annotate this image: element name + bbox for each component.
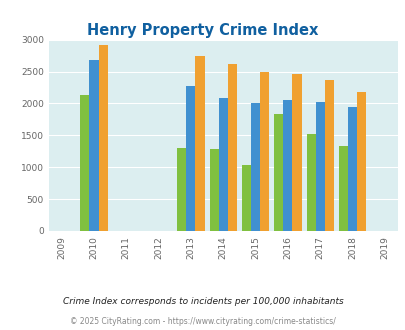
Text: Crime Index corresponds to incidents per 100,000 inhabitants: Crime Index corresponds to incidents per… <box>62 297 343 307</box>
Bar <box>274 114 283 231</box>
Bar <box>324 81 333 231</box>
Bar <box>186 86 195 231</box>
Bar <box>315 102 324 231</box>
Bar <box>306 134 315 231</box>
Bar <box>283 100 292 231</box>
Text: © 2025 CityRating.com - https://www.cityrating.com/crime-statistics/: © 2025 CityRating.com - https://www.city… <box>70 317 335 326</box>
Bar <box>209 149 218 231</box>
Bar <box>260 72 269 231</box>
Bar <box>218 98 227 231</box>
Bar <box>356 92 365 231</box>
Bar <box>292 74 301 231</box>
Bar <box>177 148 186 231</box>
Bar <box>80 95 89 231</box>
Bar <box>338 146 347 231</box>
Bar <box>227 64 236 231</box>
Text: Henry Property Crime Index: Henry Property Crime Index <box>87 23 318 38</box>
Bar <box>195 56 204 231</box>
Bar <box>98 45 107 231</box>
Bar <box>250 103 260 231</box>
Bar <box>89 60 98 231</box>
Bar <box>347 107 356 231</box>
Bar <box>241 165 250 231</box>
